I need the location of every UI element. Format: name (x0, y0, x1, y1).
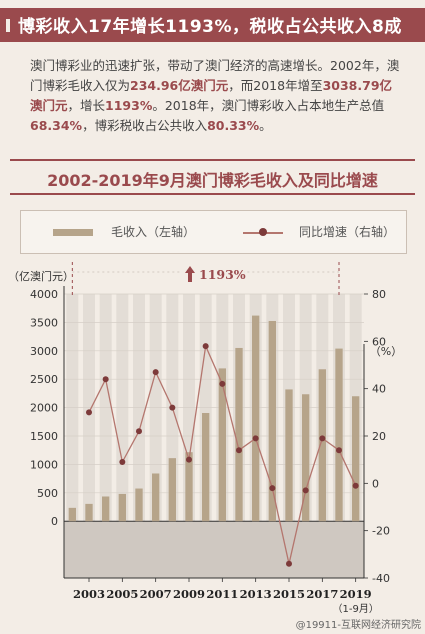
revenue-bar (285, 389, 293, 522)
y-right-tick-label: 20 (372, 430, 386, 443)
revenue-bar (268, 320, 276, 522)
legend-line-dot (259, 228, 267, 236)
revenue-bar (252, 315, 260, 522)
growth-point (102, 376, 109, 383)
x-tick-label: 2011 (206, 587, 238, 601)
lead-paragraph: 澳门博彩业的迅速扩张，带动了澳门经济的高速增长。2002年，澳门博彩毛收入仅为2… (30, 56, 402, 136)
x-tick-label: 2003 (73, 587, 105, 601)
y-left-tick-label: 2500 (30, 373, 58, 386)
lead-text-5: ，博彩税收占公共收入 (82, 118, 208, 133)
revenue-bar (118, 493, 126, 522)
up-arrow-icon (185, 266, 195, 282)
lead-text-1: 澳门博彩业的迅速扩张，带动了澳门经济的高速增长。2002年，澳门博彩毛收入仅为 (30, 58, 400, 93)
lead-value-tax-share: 80.33% (207, 118, 260, 133)
revenue-bar (185, 452, 193, 522)
lead-text-2: ，而2018年增至 (228, 78, 323, 93)
y-left-tick-label: 1000 (30, 458, 58, 471)
x-tick-label: 2013 (240, 587, 272, 601)
x-tick-label: 2015 (273, 587, 305, 601)
x-tick-label: 2019 (340, 587, 372, 601)
legend-bar-label: 毛收入（左轴） (111, 225, 196, 239)
x-tick-label: 2005 (106, 587, 138, 601)
lead-value-gdp-share: 68.34% (30, 118, 83, 133)
lead-value-2002: 234.96亿澳门元 (130, 78, 229, 93)
revenue-bar (102, 496, 110, 522)
growth-point (336, 447, 342, 454)
chart-legend: 毛收入（左轴） 同比增速（右轴） (20, 210, 407, 254)
negative-region (64, 521, 364, 578)
growth-point (186, 456, 192, 463)
growth-point (169, 404, 176, 411)
growth-point (136, 428, 142, 435)
revenue-bar (335, 348, 343, 522)
header-banner: 博彩收入17年增长1193%，税收占公共收入8成 (0, 8, 425, 42)
y-left-tick-label: 3500 (30, 316, 58, 329)
y-left-tick-label: 0 (51, 515, 58, 528)
revenue-bar (85, 503, 93, 522)
chart-title-frame: 2002-2019年9月澳门博彩毛收入及同比增速 (10, 159, 415, 195)
revenue-bar (168, 458, 176, 522)
y-right-axis-label: （%） (370, 345, 402, 358)
growth-point (269, 485, 276, 492)
chart-title: 2002-2019年9月澳门博彩毛收入及同比增速 (47, 171, 378, 190)
revenue-bar (218, 368, 226, 522)
legend-line-label: 同比增速（右轴） (299, 225, 396, 239)
y-right-tick-label: -20 (372, 525, 390, 538)
revenue-bar (352, 396, 360, 522)
growth-point (152, 369, 159, 376)
y-left-tick-label: 4000 (30, 288, 58, 301)
growth-point (319, 435, 326, 442)
watermark: @19911-互联网经济研究院 (295, 620, 421, 631)
x-sub-label: （1-9月） (332, 603, 378, 615)
y-right-tick-label: 0 (372, 477, 379, 490)
revenue-bar (235, 347, 243, 522)
y-right-tick-label: 60 (372, 335, 386, 348)
y-right-tick-label: 80 (372, 288, 386, 301)
lead-value-2018: 3038.79亿澳门元 (30, 78, 393, 113)
revenue-bar (152, 473, 160, 522)
y-right-tick-label: -40 (372, 572, 390, 585)
revenue-bar (318, 369, 326, 522)
legend-bar-swatch (53, 229, 93, 236)
growth-point (219, 380, 226, 387)
y-left-tick-label: 3000 (30, 345, 58, 358)
lead-text-6: 。 (259, 118, 272, 133)
growth-point (286, 560, 292, 567)
x-tick-label: 2017 (306, 587, 338, 601)
revenue-bar (135, 488, 143, 522)
header-tick-mark (6, 19, 10, 32)
growth-point (352, 482, 359, 489)
revenue-bar (302, 394, 310, 522)
x-tick-label: 2007 (140, 587, 172, 601)
lead-text-3: ，增长 (67, 98, 106, 113)
y-left-tick-label: 500 (37, 487, 58, 500)
growth-annotation: 1193% (199, 267, 246, 282)
growth-point (86, 409, 92, 416)
growth-point (302, 487, 309, 494)
growth-point (236, 447, 242, 454)
revenue-bar (68, 507, 76, 522)
y-left-tick-label: 2000 (30, 402, 58, 415)
lead-text-4: 。2018年，澳门博彩收入占本地生产总值 (152, 98, 385, 113)
x-tick-label: 2009 (173, 587, 205, 601)
y-left-tick-label: 1500 (30, 430, 58, 443)
revenue-bar (202, 412, 210, 522)
growth-point (202, 343, 209, 350)
y-right-tick-label: 40 (372, 383, 386, 396)
annotation-bg (182, 262, 244, 284)
y-left-axis-label: （亿澳门元） (8, 269, 74, 283)
lead-value-growth: 1193% (105, 98, 153, 113)
growth-point (252, 435, 259, 442)
growth-point (119, 459, 126, 466)
page-title: 博彩收入17年增长1193%，税收占公共收入8成 (18, 17, 402, 37)
